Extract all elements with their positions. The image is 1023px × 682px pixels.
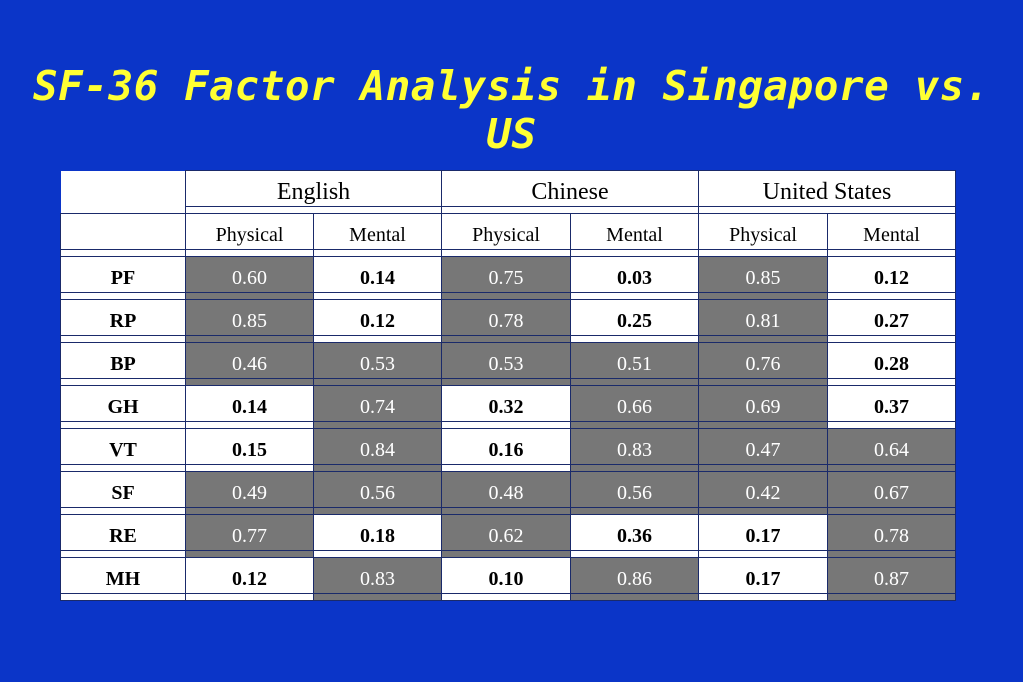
loading-cell: 0.53 <box>441 342 571 386</box>
loading-cell: 0.10 <box>441 557 571 601</box>
corner-blank <box>60 170 186 214</box>
row-label: BP <box>60 342 186 386</box>
group-header-english: English <box>185 170 442 214</box>
loading-cell: 0.47 <box>698 428 828 472</box>
table-row: SF 0.49 0.56 0.48 0.56 0.42 0.67 <box>60 471 956 515</box>
loading-cell: 0.14 <box>313 256 442 300</box>
row-label: RP <box>60 299 186 343</box>
table-row: MH 0.12 0.83 0.10 0.86 0.17 0.87 <box>60 557 956 601</box>
subheader-blank <box>60 213 186 257</box>
group-header-row: English Chinese United States <box>60 170 956 214</box>
loading-cell: 0.15 <box>185 428 314 472</box>
loading-cell: 0.17 <box>698 514 828 558</box>
loading-cell: 0.84 <box>313 428 442 472</box>
loading-cell: 0.42 <box>698 471 828 515</box>
loading-cell: 0.64 <box>827 428 956 472</box>
table-row: BP 0.46 0.53 0.53 0.51 0.76 0.28 <box>60 342 956 386</box>
table-row: RE 0.77 0.18 0.62 0.36 0.17 0.78 <box>60 514 956 558</box>
loading-cell: 0.16 <box>441 428 571 472</box>
loading-cell: 0.83 <box>570 428 699 472</box>
loading-cell: 0.14 <box>185 385 314 429</box>
loading-cell: 0.17 <box>698 557 828 601</box>
table-row: PF 0.60 0.14 0.75 0.03 0.85 0.12 <box>60 256 956 300</box>
subheader-cell: Physical <box>441 213 571 257</box>
loading-cell: 0.37 <box>827 385 956 429</box>
loading-cell: 0.69 <box>698 385 828 429</box>
subheader-cell: Physical <box>185 213 314 257</box>
table-row: RP 0.85 0.12 0.78 0.25 0.81 0.27 <box>60 299 956 343</box>
loading-cell: 0.86 <box>570 557 699 601</box>
loading-cell: 0.36 <box>570 514 699 558</box>
loading-cell: 0.78 <box>827 514 956 558</box>
loading-cell: 0.27 <box>827 299 956 343</box>
loading-cell: 0.46 <box>185 342 314 386</box>
loading-cell: 0.12 <box>185 557 314 601</box>
loading-cell: 0.85 <box>185 299 314 343</box>
row-label: SF <box>60 471 186 515</box>
loading-cell: 0.48 <box>441 471 571 515</box>
loading-cell: 0.67 <box>827 471 956 515</box>
group-header-united-states: United States <box>698 170 956 214</box>
loading-cell: 0.85 <box>698 256 828 300</box>
slide-title: SF-36 Factor Analysis in Singapore vs. U… <box>33 62 990 158</box>
loading-cell: 0.77 <box>185 514 314 558</box>
loading-cell: 0.12 <box>313 299 442 343</box>
factor-analysis-table: English Chinese United States Physical M… <box>60 170 956 601</box>
row-label: RE <box>60 514 186 558</box>
loading-cell: 0.75 <box>441 256 571 300</box>
loading-cell: 0.60 <box>185 256 314 300</box>
loading-cell: 0.81 <box>698 299 828 343</box>
loading-cell: 0.32 <box>441 385 571 429</box>
loading-cell: 0.74 <box>313 385 442 429</box>
loading-cell: 0.03 <box>570 256 699 300</box>
table-row: VT 0.15 0.84 0.16 0.83 0.47 0.64 <box>60 428 956 472</box>
loading-cell: 0.66 <box>570 385 699 429</box>
subheader-row: Physical Mental Physical Mental Physical… <box>60 213 956 257</box>
loading-cell: 0.18 <box>313 514 442 558</box>
loading-cell: 0.28 <box>827 342 956 386</box>
row-label: GH <box>60 385 186 429</box>
loading-cell: 0.87 <box>827 557 956 601</box>
loading-cell: 0.53 <box>313 342 442 386</box>
loading-cell: 0.49 <box>185 471 314 515</box>
row-label: VT <box>60 428 186 472</box>
loading-cell: 0.25 <box>570 299 699 343</box>
loading-cell: 0.62 <box>441 514 571 558</box>
loading-cell: 0.51 <box>570 342 699 386</box>
group-header-chinese: Chinese <box>441 170 699 214</box>
subheader-cell: Physical <box>698 213 828 257</box>
subheader-cell: Mental <box>313 213 442 257</box>
row-label: PF <box>60 256 186 300</box>
loading-cell: 0.76 <box>698 342 828 386</box>
loading-cell: 0.83 <box>313 557 442 601</box>
loading-cell: 0.12 <box>827 256 956 300</box>
loading-cell: 0.56 <box>570 471 699 515</box>
subheader-cell: Mental <box>570 213 699 257</box>
table-row: GH 0.14 0.74 0.32 0.66 0.69 0.37 <box>60 385 956 429</box>
row-label: MH <box>60 557 186 601</box>
subheader-cell: Mental <box>827 213 956 257</box>
loading-cell: 0.78 <box>441 299 571 343</box>
loading-cell: 0.56 <box>313 471 442 515</box>
